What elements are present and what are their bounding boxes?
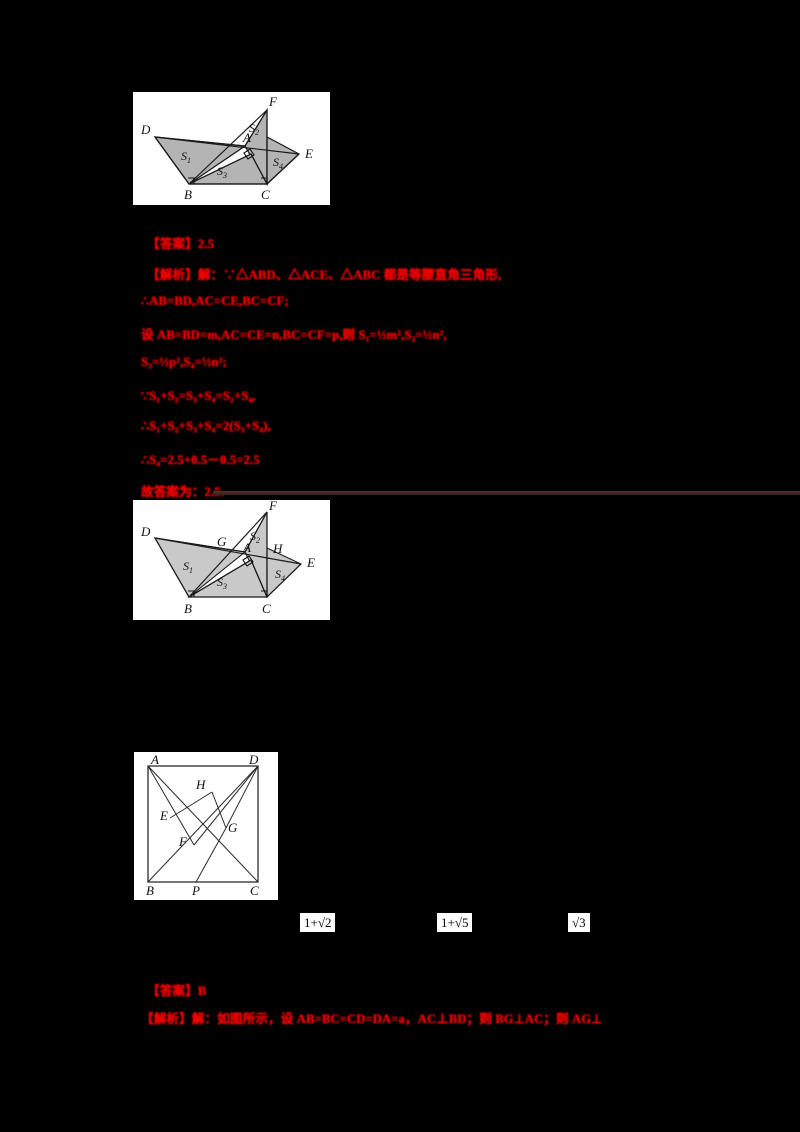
figure-1-label-E: E — [304, 146, 313, 161]
figure-1-label-B: B — [184, 187, 192, 202]
solution-1-line-2: ∴AB=BD,AC=CE,BC=CF; — [141, 294, 289, 308]
figure-3-svg: A D H E G F B P C — [146, 752, 259, 898]
answer-option-2[interactable]: 1+√5 — [437, 913, 473, 932]
figure-1-label-S2: S — [249, 121, 255, 135]
svg-text:S4: S4 — [275, 567, 285, 583]
figure-1-label-C: C — [261, 187, 270, 202]
right-angle-mark-B-2 — [188, 590, 195, 597]
solution-1-line-3: 设 AB=BD=m,AC=CE=n,BC=CF=p,则 S₁=½m²,S₂=½n… — [141, 328, 447, 342]
figure-1-label-S4-sub: 4 — [279, 162, 283, 171]
square-ABCD-shape — [147, 765, 259, 883]
solution-1-line-7: ∴S₄=2.5+0.5－0.5=2.5 — [141, 453, 260, 467]
figure-2-label-E: E — [306, 555, 315, 570]
line-A-F — [147, 765, 195, 846]
solution-1-line-5: ∵S₁+S₂=S₃+S₄=S₂+S₄, — [141, 389, 256, 403]
answer-option-3[interactable]: √3 — [568, 913, 590, 932]
figure-1-label-S1-sub: 1 — [187, 156, 191, 165]
solution-1-line-8: 故答案为：2.5. — [141, 485, 225, 499]
figure-1-label-F: F — [268, 94, 278, 109]
right-angle-mark-C-2 — [261, 590, 268, 597]
right-angle-mark-A-2 — [242, 555, 254, 567]
svg-text:S3: S3 — [217, 575, 227, 591]
svg-text:S3: S3 — [217, 164, 227, 180]
section-divider — [213, 491, 800, 495]
figure-3-label-F: F — [178, 834, 188, 849]
figure-2-label-A: A — [242, 540, 251, 555]
line-D-G — [225, 765, 259, 829]
figure-2-label-B: B — [184, 601, 192, 616]
line-D-E-2 — [154, 537, 302, 565]
line-E-H — [169, 791, 213, 819]
figure-2-label-H: H — [272, 541, 283, 556]
line-C-E — [266, 153, 300, 185]
svg-text:S4: S4 — [273, 155, 283, 171]
figure-2-label-C: C — [262, 601, 271, 616]
solution-1-line-4: S₃=½p²,S₄=½n²; — [141, 355, 227, 369]
figure-2-svg: D F G A H E B C S1 S2 S3 S4 — [140, 500, 315, 616]
answer-option-1[interactable]: 1+√2 — [300, 913, 336, 932]
svg-text:S2: S2 — [250, 529, 260, 545]
line-G-P — [195, 827, 227, 883]
figure-2-container: D F G A H E B C S1 S2 S3 S4 — [133, 500, 330, 620]
solution-1-line-6: ∴S₁+S₂+S₃+S₄=2(S₃+S₄), — [141, 419, 271, 433]
figure-2-label-S4-sub: 4 — [281, 574, 285, 583]
figure-2-label-S3-sub: 3 — [222, 582, 227, 591]
line-B-F-2 — [188, 511, 268, 598]
figure-2-label-S1-sub: 1 — [189, 566, 193, 575]
solution-2-line-1: 【解析】解：如图所示，设 AB=BC=CD=DA=a，AC⊥BD；则 BG⊥AC… — [141, 1012, 603, 1026]
line-H-G — [211, 791, 227, 829]
figure-3-label-E: E — [159, 808, 168, 823]
figure-2-label-S3: S — [217, 575, 223, 589]
figure-3-label-H: H — [195, 777, 206, 792]
figure-1-label-S1: S — [181, 149, 187, 163]
figure-1-label-S2-sub: 2 — [255, 128, 259, 137]
figure-2-label-S4: S — [275, 567, 281, 581]
figure-1-label-A: A — [242, 130, 251, 145]
figure-3-label-G: G — [228, 820, 238, 835]
figure-3-container: A D H E G F B P C — [134, 752, 278, 900]
line-A-C — [250, 153, 268, 185]
figure-2-label-G: G — [217, 534, 227, 549]
figure-1-label-D: D — [140, 122, 151, 137]
figure-3-label-D: D — [248, 752, 259, 767]
svg-text:S1: S1 — [183, 559, 193, 575]
line-A-C — [147, 765, 259, 883]
figure-1-label-S3: S — [217, 164, 223, 178]
line-D-E — [154, 136, 300, 155]
figure-2-label-F: F — [268, 500, 278, 513]
figure-1-label-S4: S — [273, 155, 279, 169]
right-angle-mark-B — [188, 177, 195, 184]
solution-1-line-0: 【答案】2.5 — [147, 237, 215, 251]
line-B-A — [188, 153, 252, 185]
figure-3-label-P: P — [191, 883, 200, 898]
svg-text:S2: S2 — [249, 121, 259, 137]
figure-1-svg: D F A E B C S1 S2 S3 S4 — [140, 94, 313, 202]
figure-2-label-S2-sub: 2 — [256, 536, 260, 545]
solution-2-line-0: 【答案】B — [147, 984, 207, 998]
figure-3-label-A: A — [150, 752, 159, 767]
line-B-F — [188, 109, 268, 185]
svg-text:S1: S1 — [181, 149, 191, 165]
right-angle-mark-A — [243, 148, 255, 160]
line-B-A-2 — [188, 559, 252, 598]
solution-1-line-1: 【解析】解：∵△ABD、△ACE、△ABC 都是等腰直角三角形, — [147, 268, 502, 282]
figure-2-label-D: D — [140, 524, 151, 539]
figure-1-label-S3-sub: 3 — [222, 171, 227, 180]
figure-3-label-C: C — [250, 883, 259, 898]
figure-2-outline — [153, 511, 268, 598]
figure-2-label-S2: S — [250, 529, 256, 543]
triangle-S4-shape — [266, 136, 301, 186]
figure-1-container: D F A E B C S1 S2 S3 S4 — [133, 92, 330, 205]
right-angle-mark-C — [261, 177, 268, 184]
figure-3-label-B: B — [146, 883, 154, 898]
line-C-E-2 — [266, 563, 302, 598]
line-F-D — [193, 765, 259, 846]
figure-2-label-S1: S — [183, 559, 189, 573]
